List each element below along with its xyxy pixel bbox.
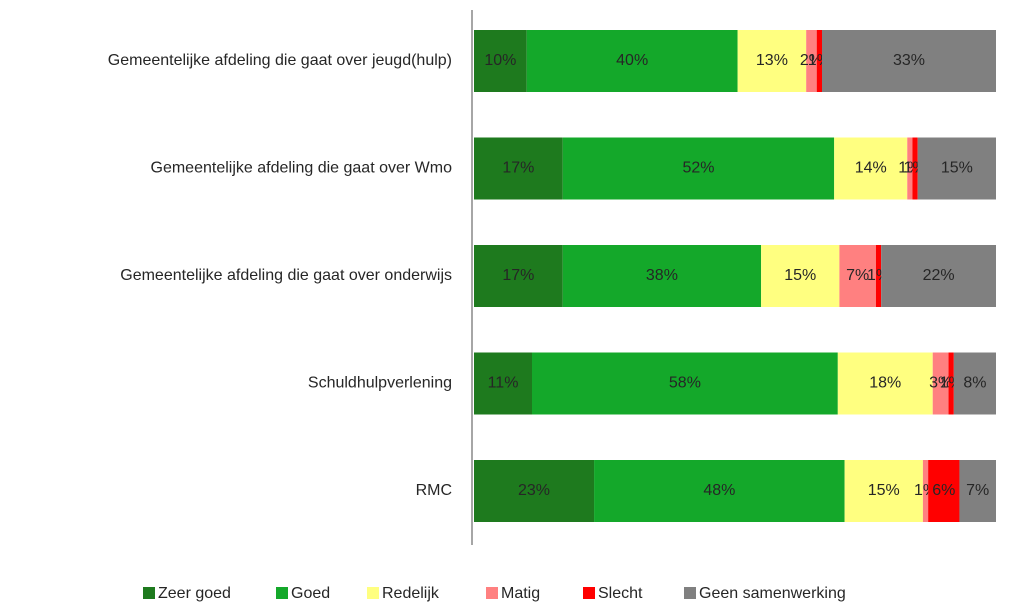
legend-label: Matig bbox=[501, 585, 540, 602]
data-label: 10% bbox=[484, 52, 516, 69]
data-label: 48% bbox=[703, 482, 735, 499]
bar-segment bbox=[932, 352, 949, 415]
bar-segment bbox=[594, 460, 845, 522]
bar-segment bbox=[953, 352, 996, 415]
bar-segment bbox=[532, 352, 838, 415]
y-tick-label: Gemeentelijke afdeling die gaat over ond… bbox=[120, 267, 452, 284]
data-label: 11% bbox=[488, 375, 519, 392]
data-label: 13% bbox=[756, 52, 788, 69]
bar-segment bbox=[948, 352, 954, 415]
data-label: 3% bbox=[929, 375, 952, 392]
bar-segment bbox=[928, 460, 960, 522]
data-label: 23% bbox=[518, 482, 550, 499]
bar-segment bbox=[562, 137, 835, 200]
bar-segment bbox=[907, 137, 913, 200]
data-label: 14% bbox=[855, 160, 887, 177]
legend-swatch bbox=[486, 587, 498, 599]
bar-segment bbox=[917, 137, 996, 200]
data-label: 7% bbox=[846, 267, 869, 284]
legend-swatch bbox=[684, 587, 696, 599]
data-label: 6% bbox=[932, 482, 955, 499]
bar-segment bbox=[881, 245, 996, 307]
bar-segment bbox=[474, 137, 563, 200]
legend-label: Slecht bbox=[598, 585, 643, 602]
legend-label: Redelijk bbox=[382, 585, 440, 602]
y-tick-label: Gemeentelijke afdeling die gaat over Wmo bbox=[151, 160, 453, 177]
data-label: 18% bbox=[869, 375, 901, 392]
data-label: 52% bbox=[682, 160, 714, 177]
data-label: 15% bbox=[941, 160, 973, 177]
bar-segment bbox=[834, 137, 908, 200]
bar-segment bbox=[474, 352, 532, 415]
legend-swatch bbox=[143, 587, 155, 599]
bar-segment bbox=[806, 30, 817, 92]
data-label: 17% bbox=[502, 267, 534, 284]
bar-segment bbox=[761, 245, 840, 307]
bar-segment bbox=[474, 30, 527, 92]
y-tick-label: Schuldhulpverlening bbox=[308, 375, 452, 392]
legend-swatch bbox=[583, 587, 595, 599]
bar-segment bbox=[822, 30, 996, 92]
data-label: 22% bbox=[923, 267, 955, 284]
legend-label: Geen samenwerking bbox=[699, 585, 846, 602]
data-label: 40% bbox=[616, 52, 648, 69]
bar-segment bbox=[912, 137, 918, 200]
data-label: 8% bbox=[963, 375, 986, 392]
bar-segment bbox=[737, 30, 807, 92]
bar-segment bbox=[875, 245, 882, 307]
legend-swatch bbox=[276, 587, 288, 599]
y-tick-label: Gemeentelijke afdeling die gaat over jeu… bbox=[108, 52, 452, 69]
bar-segment bbox=[959, 460, 996, 522]
bar-segment bbox=[562, 245, 762, 307]
bar-segment bbox=[474, 245, 563, 307]
legend-label: Goed bbox=[291, 585, 330, 602]
bar-segment bbox=[526, 30, 738, 92]
data-label: 33% bbox=[893, 52, 925, 69]
bar-segment bbox=[922, 460, 929, 522]
legend-swatch bbox=[367, 587, 379, 599]
bar-segment bbox=[816, 30, 822, 92]
data-label: 38% bbox=[646, 267, 678, 284]
data-label: 58% bbox=[669, 375, 701, 392]
legend-label: Zeer goed bbox=[158, 585, 231, 602]
bar-segment bbox=[839, 245, 876, 307]
bar-segment bbox=[837, 352, 933, 415]
data-label: 7% bbox=[966, 482, 989, 499]
data-label: 17% bbox=[502, 160, 534, 177]
bar-segment bbox=[844, 460, 923, 522]
bar-segment bbox=[474, 460, 595, 522]
data-label: 15% bbox=[868, 482, 900, 499]
y-tick-label: RMC bbox=[416, 482, 452, 499]
data-label: 15% bbox=[784, 267, 816, 284]
